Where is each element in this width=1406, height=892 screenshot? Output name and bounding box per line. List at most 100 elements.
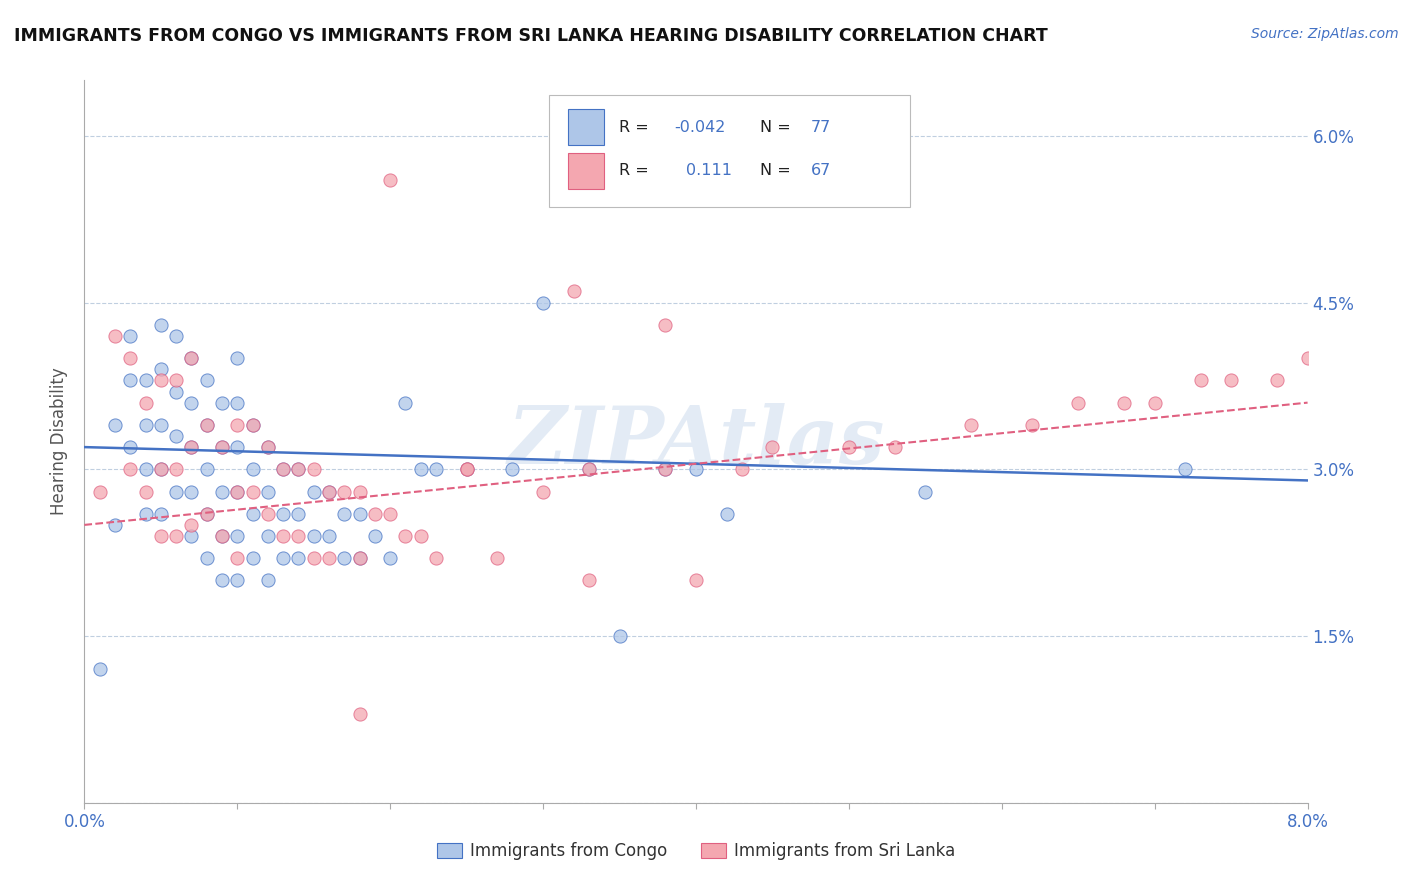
Point <box>271 462 294 476</box>
Text: ZIPAtlas: ZIPAtlas <box>508 403 884 480</box>
Point <box>165 373 187 387</box>
Point <box>242 551 264 566</box>
Point <box>380 551 402 566</box>
Point <box>716 507 738 521</box>
Point <box>349 484 371 499</box>
Point <box>456 462 478 476</box>
Point <box>242 507 264 521</box>
Point <box>242 484 264 499</box>
Point <box>149 462 172 476</box>
Point <box>456 462 478 476</box>
FancyBboxPatch shape <box>550 95 910 207</box>
Point <box>257 484 280 499</box>
Point <box>349 551 371 566</box>
Point <box>654 462 676 476</box>
Point <box>271 551 294 566</box>
Point <box>1265 373 1288 387</box>
Point <box>333 484 356 499</box>
Point <box>287 507 309 521</box>
Point <box>1220 373 1243 387</box>
Point <box>120 329 142 343</box>
Point <box>394 395 416 409</box>
Point <box>364 507 387 521</box>
Y-axis label: Hearing Disability: Hearing Disability <box>51 368 69 516</box>
Point <box>149 373 172 387</box>
Point <box>180 529 202 543</box>
Point <box>211 529 233 543</box>
Point <box>211 529 233 543</box>
Point <box>409 462 432 476</box>
Point <box>242 417 264 432</box>
Point <box>120 440 142 454</box>
Point <box>135 417 157 432</box>
Point <box>180 484 202 499</box>
FancyBboxPatch shape <box>568 109 605 145</box>
Point <box>242 462 264 476</box>
Point <box>271 507 294 521</box>
Point <box>226 440 249 454</box>
Point <box>761 440 783 454</box>
Point <box>180 440 202 454</box>
Point <box>195 373 218 387</box>
Point <box>257 507 280 521</box>
Text: N =: N = <box>759 163 796 178</box>
Text: R =: R = <box>619 120 654 135</box>
Point <box>195 462 218 476</box>
Point <box>1067 395 1090 409</box>
Point <box>120 373 142 387</box>
Point <box>211 484 233 499</box>
Point <box>271 529 294 543</box>
Point <box>1296 351 1319 366</box>
Point <box>104 517 127 532</box>
Point <box>211 395 233 409</box>
Point <box>165 384 187 399</box>
Point <box>135 373 157 387</box>
Text: IMMIGRANTS FROM CONGO VS IMMIGRANTS FROM SRI LANKA HEARING DISABILITY CORRELATIO: IMMIGRANTS FROM CONGO VS IMMIGRANTS FROM… <box>14 27 1047 45</box>
Text: N =: N = <box>759 120 796 135</box>
Point <box>1114 395 1136 409</box>
Point <box>180 517 202 532</box>
Point <box>135 395 157 409</box>
Point <box>180 351 202 366</box>
Point <box>149 462 172 476</box>
Point <box>180 351 202 366</box>
Point <box>425 462 447 476</box>
Point <box>242 417 264 432</box>
Point <box>287 529 309 543</box>
Point <box>287 462 309 476</box>
Point <box>578 462 600 476</box>
Text: 67: 67 <box>811 163 831 178</box>
Legend: Immigrants from Congo, Immigrants from Sri Lanka: Immigrants from Congo, Immigrants from S… <box>430 836 962 867</box>
Point <box>394 529 416 543</box>
Point <box>333 507 356 521</box>
Point <box>180 440 202 454</box>
Point <box>226 551 249 566</box>
Point <box>685 574 707 588</box>
Point <box>104 329 127 343</box>
Text: -0.042: -0.042 <box>673 120 725 135</box>
Point <box>960 417 983 432</box>
Point <box>349 551 371 566</box>
Point <box>211 440 233 454</box>
Point <box>380 173 402 187</box>
Point <box>531 484 554 499</box>
Point <box>257 574 280 588</box>
Point <box>211 574 233 588</box>
Point <box>654 462 676 476</box>
Point <box>333 551 356 566</box>
Point <box>1021 417 1043 432</box>
Point <box>257 529 280 543</box>
Point <box>104 417 127 432</box>
Point <box>211 440 233 454</box>
Point <box>226 574 249 588</box>
Point <box>1143 395 1166 409</box>
Point <box>578 462 600 476</box>
Point <box>486 551 509 566</box>
Point <box>409 529 432 543</box>
Point <box>914 484 936 499</box>
Point <box>502 462 524 476</box>
Point <box>302 462 325 476</box>
Point <box>1189 373 1212 387</box>
Point <box>318 484 340 499</box>
Point <box>195 417 218 432</box>
